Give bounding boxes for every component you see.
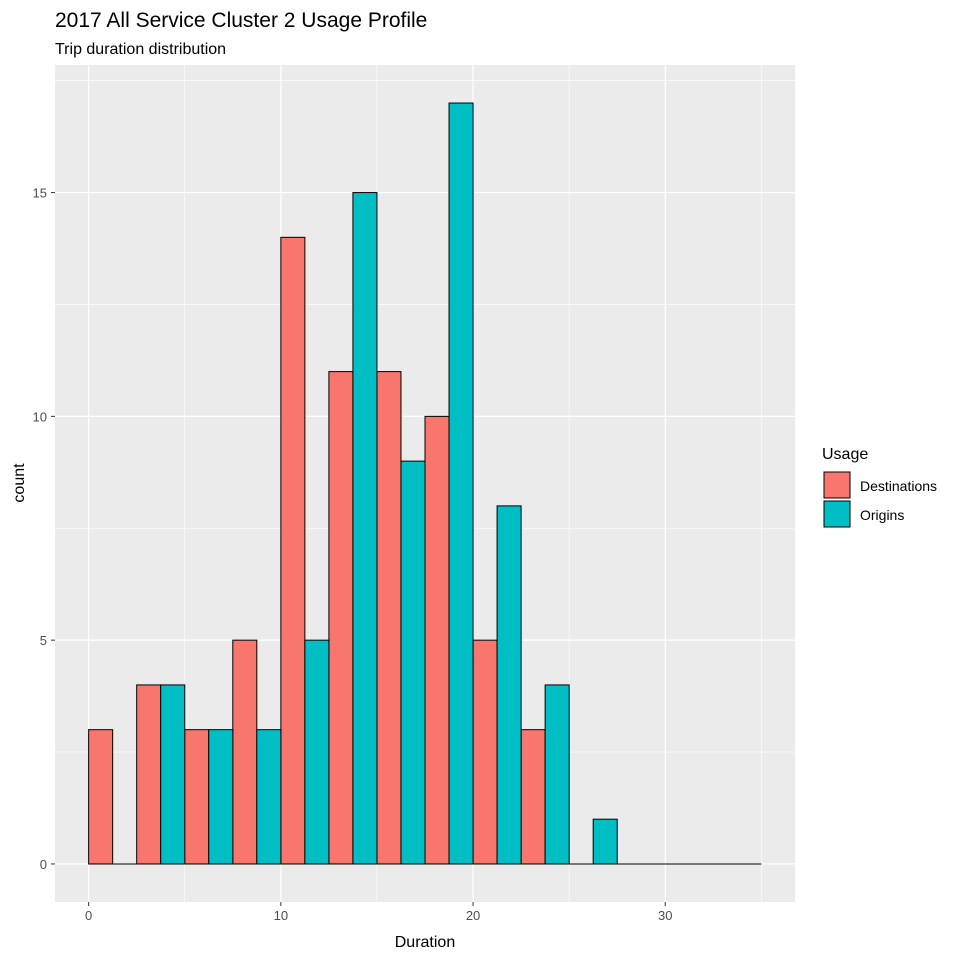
x-tick-label: 10 [274, 908, 288, 923]
bar-destinations [88, 729, 114, 865]
bar-origins [160, 684, 186, 865]
bar-destinations [376, 371, 402, 865]
legend: Usage Destinations Origins [822, 446, 937, 528]
bar-destinations [328, 371, 354, 865]
bar-destinations [232, 639, 258, 865]
axis-layer: 0 10 20 30 0 5 10 15 [33, 186, 673, 923]
x-tick-label: 20 [466, 908, 480, 923]
chart-subtitle: Trip duration distribution [55, 41, 226, 58]
bar-origins [352, 192, 378, 865]
bars-layer [88, 102, 762, 865]
bar-origins [256, 729, 282, 865]
legend-item-origins: Origins [823, 500, 904, 528]
bar-origins [448, 102, 474, 865]
legend-label-destinations: Destinations [860, 478, 937, 494]
bar-origins [304, 639, 330, 865]
y-tick-label: 0 [40, 857, 47, 872]
y-axis-title: count [11, 463, 28, 503]
bar-destinations [280, 236, 306, 865]
bar-origins [592, 818, 618, 865]
bar-destinations [472, 639, 498, 865]
chart-title: 2017 All Service Cluster 2 Usage Profile [55, 9, 427, 32]
bar-destinations [520, 729, 546, 865]
legend-key-destinations [823, 471, 851, 499]
legend-item-destinations: Destinations [823, 471, 937, 499]
bar-destinations [184, 729, 210, 865]
x-axis-title: Duration [395, 934, 455, 951]
y-tick-label: 5 [40, 633, 47, 648]
bar-origins [496, 505, 522, 865]
x-tick-label: 30 [658, 908, 672, 923]
legend-label-origins: Origins [860, 507, 904, 523]
y-tick-label: 15 [33, 186, 47, 201]
bar-origins [544, 684, 570, 865]
bar-origins [208, 729, 234, 865]
bar-destinations [424, 415, 450, 865]
y-tick-label: 10 [33, 409, 47, 424]
bar-destinations [136, 684, 162, 865]
x-tick-label: 0 [85, 908, 92, 923]
legend-title: Usage [822, 446, 868, 463]
legend-key-origins [823, 500, 851, 528]
bar-origins [400, 460, 426, 865]
